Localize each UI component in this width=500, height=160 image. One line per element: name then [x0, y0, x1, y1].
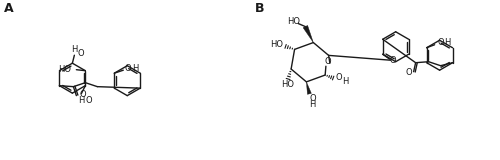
Text: H: H	[444, 38, 451, 47]
Text: O: O	[438, 38, 444, 47]
Text: O: O	[77, 49, 84, 58]
Text: B: B	[255, 2, 264, 15]
Text: H: H	[78, 96, 84, 105]
Text: O: O	[406, 68, 412, 77]
Text: O: O	[125, 64, 132, 73]
Text: O: O	[85, 96, 91, 105]
Text: HO: HO	[287, 17, 300, 26]
Text: HO: HO	[270, 40, 283, 49]
Text: A: A	[4, 2, 14, 15]
Text: O: O	[79, 90, 86, 99]
Text: HO: HO	[58, 65, 71, 74]
Text: O: O	[390, 56, 396, 65]
Text: H: H	[342, 76, 348, 86]
Text: O: O	[336, 72, 342, 82]
Text: O: O	[324, 57, 331, 66]
Polygon shape	[303, 25, 314, 43]
Polygon shape	[306, 82, 312, 94]
Text: H: H	[71, 45, 78, 54]
Text: O: O	[309, 94, 316, 103]
Text: H: H	[132, 64, 138, 73]
Text: H: H	[309, 100, 316, 109]
Text: HO: HO	[282, 80, 294, 88]
